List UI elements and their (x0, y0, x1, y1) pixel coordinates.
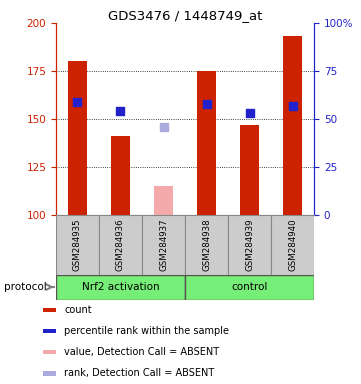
Text: GSM284937: GSM284937 (159, 218, 168, 271)
Bar (271, 215, 314, 275)
Bar (43, 308, 56, 312)
Bar (197, 71, 216, 215)
Bar (154, 186, 173, 215)
Bar (283, 36, 302, 215)
Text: GSM284938: GSM284938 (202, 218, 211, 271)
Text: count: count (64, 305, 92, 315)
Text: rank, Detection Call = ABSENT: rank, Detection Call = ABSENT (64, 368, 214, 379)
Title: GDS3476 / 1448749_at: GDS3476 / 1448749_at (108, 9, 262, 22)
Point (75, 99, 81, 105)
Text: Nrf2 activation: Nrf2 activation (82, 282, 159, 292)
Point (204, 101, 209, 107)
Bar (185, 275, 314, 300)
Text: control: control (231, 282, 268, 292)
Text: percentile rank within the sample: percentile rank within the sample (64, 326, 229, 336)
Point (161, 124, 166, 130)
Point (118, 108, 123, 114)
Bar (43, 350, 56, 354)
Bar (68, 61, 87, 215)
Text: GSM284940: GSM284940 (288, 218, 297, 271)
Bar (111, 136, 130, 215)
Bar (43, 329, 56, 333)
Bar (185, 215, 228, 275)
Text: GSM284939: GSM284939 (245, 218, 254, 271)
Point (290, 103, 295, 109)
Bar (228, 215, 271, 275)
Text: GSM284935: GSM284935 (73, 218, 82, 271)
Text: value, Detection Call = ABSENT: value, Detection Call = ABSENT (64, 347, 219, 358)
Bar (99, 215, 142, 275)
Bar (43, 371, 56, 376)
Bar (56, 275, 185, 300)
Text: GSM284936: GSM284936 (116, 218, 125, 271)
Bar (240, 125, 259, 215)
Bar (142, 215, 185, 275)
Text: protocol: protocol (4, 282, 46, 292)
Point (247, 110, 252, 116)
Bar (56, 215, 99, 275)
